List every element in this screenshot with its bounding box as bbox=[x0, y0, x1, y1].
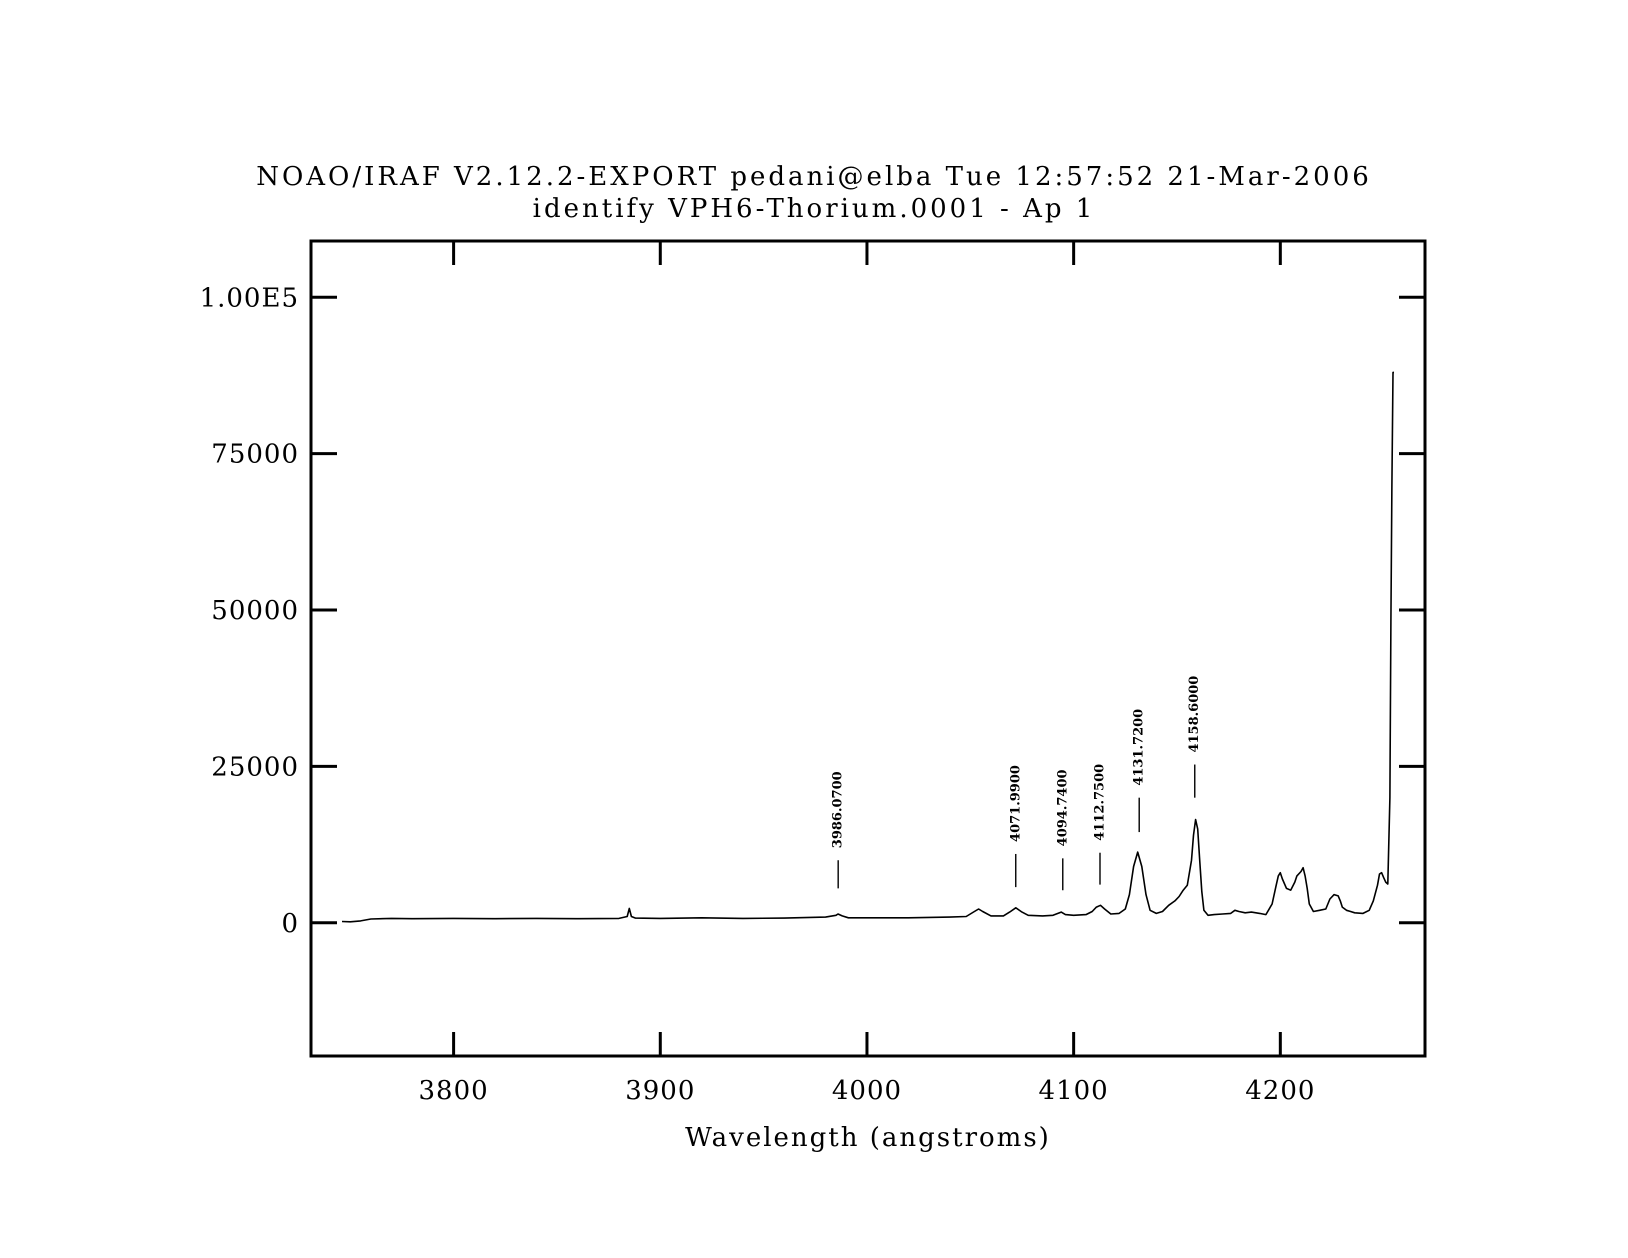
line-id-label: 4112.7500 bbox=[1092, 764, 1107, 841]
series-group bbox=[341, 371, 1394, 923]
x-tick-label: 4100 bbox=[1039, 1076, 1109, 1106]
x-axis-label: Wavelength (angstroms) bbox=[685, 1123, 1051, 1153]
plot-frame bbox=[309, 239, 1427, 1058]
line-id-label: 4131.7200 bbox=[1132, 709, 1147, 786]
spectrum-line bbox=[341, 371, 1394, 923]
line-id-label: 4094.7400 bbox=[1055, 769, 1070, 846]
x-tick-label: 3900 bbox=[625, 1076, 695, 1106]
x-tick-label: 4000 bbox=[832, 1076, 902, 1106]
y-tick-label: 50000 bbox=[211, 596, 299, 626]
y-axis: 0 25000 50000 75000 1.00E5 bbox=[200, 283, 1425, 939]
line-id-label: 4071.9900 bbox=[1008, 765, 1023, 842]
x-axis: 3800 3900 4000 4100 4200 bbox=[419, 241, 1315, 1106]
y-tick-label: 0 bbox=[281, 909, 299, 939]
x-tick-label: 3800 bbox=[419, 1076, 489, 1106]
chart-title: identify VPH6-Thorium.0001 - Ap 1 bbox=[532, 194, 1096, 224]
line-id-label: 3986.0700 bbox=[831, 771, 846, 848]
y-tick-label: 1.00E5 bbox=[200, 283, 299, 313]
line-id-label: 4158.6000 bbox=[1187, 676, 1202, 753]
line-identifications: 3986.0700 4071.9900 4094.7400 4112.7500 4131… bbox=[831, 676, 1202, 891]
x-tick-label: 4200 bbox=[1245, 1076, 1315, 1106]
y-tick-label: 25000 bbox=[211, 752, 299, 782]
plot-header-line: NOAO/IRAF V2.12.2-EXPORT pedani@elba Tue… bbox=[256, 162, 1372, 192]
y-tick-label: 75000 bbox=[211, 440, 299, 470]
